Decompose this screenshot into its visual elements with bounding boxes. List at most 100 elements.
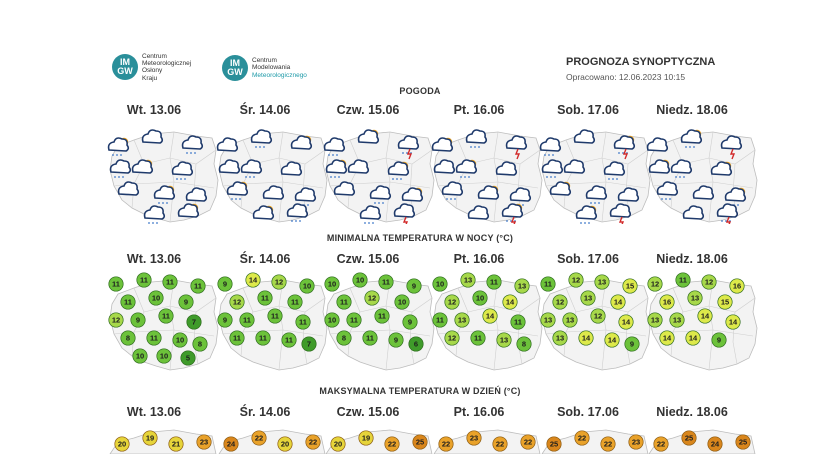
temp-value: 22 [578, 434, 586, 443]
temp-bubble [120, 330, 136, 346]
day-label: Sob. 17.06 [557, 405, 619, 419]
weather-symbol-icon [406, 148, 413, 160]
weather-symbol-icon [176, 178, 178, 180]
weather-symbol-icon [669, 198, 671, 200]
day-label: Śr. 14.06 [239, 405, 291, 419]
weather-symbol-icon [573, 129, 596, 144]
temp-bubble [114, 436, 130, 452]
weather-symbol-icon [522, 204, 524, 206]
temp-value: 10 [136, 352, 144, 361]
temp-value: 25 [416, 438, 424, 447]
weather-symbol-icon [710, 161, 733, 176]
temp-value: 9 [184, 298, 188, 307]
temp-value: 11 [366, 334, 374, 343]
temp-value: 14 [486, 312, 495, 321]
temp-value: 10 [303, 282, 311, 291]
weather-symbol-icon [328, 154, 330, 156]
temp-bubble [628, 434, 644, 450]
day-label: Sob. 17.06 [557, 252, 619, 266]
temp-bubble [336, 294, 352, 310]
weather-symbol-icon [554, 176, 556, 178]
day-label: Pt. 16.06 [453, 405, 505, 419]
day-label: Wt. 13.06 [126, 103, 182, 117]
temp-bubble [217, 276, 233, 292]
temp-bubble [510, 314, 526, 330]
temp-value: 10 [476, 294, 484, 303]
temp-bubble [600, 436, 616, 452]
weather-symbol-icon [549, 181, 572, 196]
weather-symbol-icon [338, 176, 340, 178]
temp-value: 9 [223, 280, 227, 289]
temp-bubble [540, 276, 556, 292]
temp-bubble [146, 330, 162, 346]
temp-value: 11 [140, 276, 148, 285]
weather-symbol-icon [433, 159, 456, 174]
max-temp-map: 24 22 20 22 [218, 429, 326, 454]
weather-symbol-icon [618, 216, 625, 224]
weather-symbol-icon [693, 146, 695, 148]
temp-value: 12 [368, 294, 376, 303]
temp-bubble [604, 332, 620, 348]
temp-value: 14 [582, 334, 591, 343]
weather-symbol-icon [683, 176, 685, 178]
temp-value: 13 [500, 336, 508, 345]
logo-cmok-text: Centrum Meteorologicznej Osłony Kraju [142, 53, 192, 82]
page-title: PROGNOZA SYNOPTYCZNA [566, 56, 716, 68]
temp-value: 12 [651, 280, 659, 289]
day-label: Czw. 15.06 [336, 252, 400, 266]
weather-symbol-icon [648, 159, 671, 174]
temp-bubble [186, 314, 202, 330]
temp-value: 7 [192, 318, 196, 327]
temp-value: 19 [362, 434, 370, 443]
temp-value: 10 [328, 316, 336, 325]
weather-symbol-icon [262, 185, 285, 200]
temp-bubble [408, 336, 424, 352]
prepared-date: Opracowano: 12.06.2023 10:15 [566, 72, 686, 82]
temp-bubble [336, 330, 352, 346]
temp-bubble [470, 330, 486, 346]
temp-bubble [130, 312, 146, 328]
weather-symbol-icon [286, 203, 309, 218]
temp-bubble [681, 430, 697, 446]
weather-map [539, 129, 651, 224]
weather-symbol-icon [675, 176, 677, 178]
temp-bubble [402, 314, 418, 330]
weather-symbol-icon [263, 146, 265, 148]
temp-bubble [568, 272, 584, 288]
temp-bubble [196, 434, 212, 450]
weather-symbol-icon [539, 137, 562, 152]
temp-value: 22 [388, 440, 396, 449]
temp-bubble [725, 314, 741, 330]
weather-symbol-icon [467, 205, 490, 220]
weather-symbol-icon [148, 222, 150, 224]
temp-bubble [520, 434, 536, 450]
temp-bubble [697, 308, 713, 324]
temp-value: 25 [739, 438, 747, 447]
temp-bubble [574, 430, 590, 446]
weather-symbol-icon [724, 187, 747, 202]
weather-symbol-icon [368, 222, 370, 224]
temp-value: 16 [733, 282, 741, 291]
weather-symbol-icon [622, 148, 629, 160]
weather-symbol-icon [218, 159, 241, 174]
weather-symbol-icon [563, 159, 586, 174]
temp-bubble [223, 436, 239, 452]
day-label: Czw. 15.06 [336, 405, 400, 419]
weather-symbol-icon [510, 216, 517, 224]
temp-value: 12 [594, 312, 602, 321]
max-temp-map: 22 23 22 22 [433, 429, 541, 454]
temp-value: 11 [378, 312, 386, 321]
weather-symbol-icon [177, 203, 200, 218]
weather-symbol-icon [477, 185, 500, 200]
weather-symbol-icon [190, 152, 192, 154]
weather-symbol-icon [613, 135, 636, 150]
weather-symbol-icon [509, 187, 532, 202]
temp-bubble [180, 350, 196, 366]
temp-value: 11 [382, 278, 390, 287]
weather-symbol-icon [446, 198, 448, 200]
section-title-min-temp: MINIMALNA TEMPERATURA W NOCY (°C) [326, 233, 514, 243]
weather-symbol-icon [336, 154, 338, 156]
